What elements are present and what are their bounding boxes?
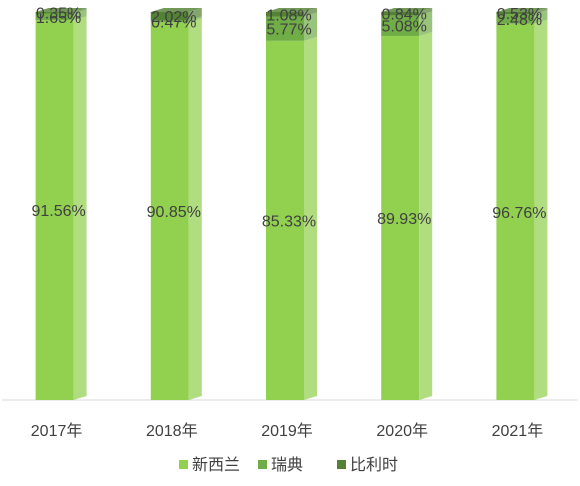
bar-2019-series-2-front [266,16,304,41]
bar-2021-series-3-front [496,12,535,15]
bar-2020-series-3-front [381,12,420,16]
data-label: 2.02% [151,9,196,26]
data-label: 90.85% [147,204,201,221]
bar-2019-series-3-side [304,8,317,17]
bar-2018-series-3-top [150,8,202,12]
bar-2021-series-1-side [534,19,548,401]
bar-2017-series-1-front [35,20,74,401]
x-tick-label: 2019年 [261,422,313,440]
legend-label: 新西兰 [192,455,240,474]
legend-label: 比利时 [350,455,398,474]
bar-2017-series-3-front [35,12,74,14]
data-label: 91.56% [31,203,85,220]
data-label: 85.33% [262,213,316,230]
bar-2021-series-2-side [534,10,548,24]
bar-2017-series-1-side [73,16,87,401]
bar-2020-series-1-front [381,35,420,400]
bar-2017-series-3-top [35,8,87,12]
legend-label: 瑞典 [271,455,303,474]
x-tick-label: 2020年 [376,422,428,440]
data-label: 0.53% [497,6,542,23]
bar-2017-series-2-side [73,9,87,21]
bar-2020-series-2-side [419,11,433,36]
bar-2020-series-3-side [419,8,433,16]
data-label: 1.65% [36,10,81,27]
bar-2019-series-1-side [304,36,317,401]
bar-2018-series-3-front [150,12,189,21]
bar-2019-series-3-front [266,12,304,17]
x-tick-label: 2018年 [146,422,198,440]
data-label: 1.08% [266,7,311,24]
data-label: 0.84% [382,7,427,24]
bar-2018-series-3-side [188,8,202,21]
bar-2017-series-3-side [73,8,87,14]
x-tick-label: 2021年 [492,422,544,440]
bar-2018-series-1-side [188,18,202,400]
bar-2018-series-1-front [150,22,189,400]
x-tick-label: 2017年 [31,422,83,440]
bar-2021-series-3-top [496,8,548,12]
bar-2018-series-2-side [188,16,202,23]
data-label: 5.77% [266,22,311,39]
data-label: 89.93% [377,211,431,228]
bar-2020-series-3-top [381,8,433,12]
data-label: 2.48% [497,12,542,29]
legend-swatch [337,460,346,469]
bar-2019-series-2-side [304,12,317,41]
bar-2019-series-1-front [266,40,304,401]
bar-2017-series-2-front [35,13,74,21]
data-label: 5.08% [382,19,427,36]
bar-2020-series-2-front [381,15,420,36]
data-label: 96.76% [492,205,546,222]
bar-2021-series-2-front [496,14,535,24]
bar-2021-series-3-side [534,8,548,15]
bar-2020-series-1-side [419,31,433,400]
bar-2019-series-3-top [266,8,317,12]
bar-2021-series-1-front [496,23,535,401]
data-label: 0.35% [36,6,81,23]
bar-2018-series-2-front [150,20,189,23]
legend-swatch [179,460,188,469]
legend-swatch [258,460,267,469]
